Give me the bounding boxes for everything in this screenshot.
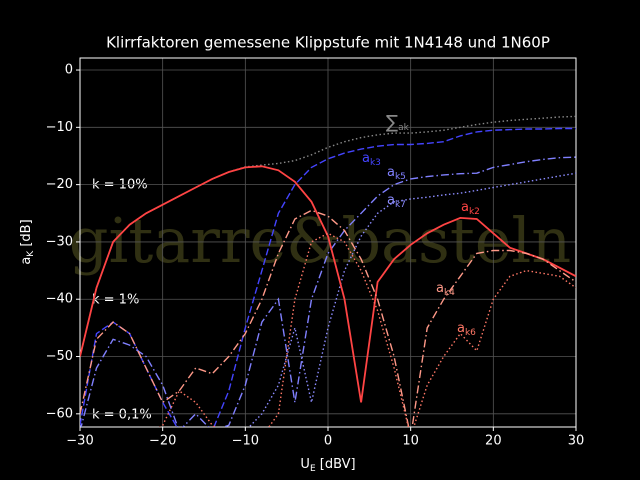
- series-label: ∑ak: [386, 112, 410, 133]
- plot-frame: [79, 57, 577, 428]
- annotation: k = 1%: [92, 293, 139, 308]
- series-label: ak5: [387, 165, 406, 182]
- series-label: ak6: [457, 321, 476, 338]
- chart-title: Klirrfaktoren gemessene Klippstufe mit 1…: [106, 34, 550, 52]
- x-tick-label: 30: [568, 434, 585, 449]
- series-label: ak2: [461, 200, 480, 217]
- x-tick-label: −30: [66, 434, 93, 449]
- y-tick-label: −40: [46, 292, 73, 307]
- series-line: [248, 172, 576, 427]
- series-line: [158, 232, 576, 427]
- y-tick-label: −20: [46, 177, 73, 192]
- series-label: ak4: [436, 281, 455, 298]
- series-label: ak3: [362, 151, 381, 168]
- y-axis-label: aK [dB]: [19, 219, 36, 264]
- y-tick-label: −60: [46, 406, 73, 421]
- x-tick-label: 20: [485, 434, 502, 449]
- x-tick-label: 0: [324, 434, 332, 449]
- annotation: k = 0,1%: [92, 408, 152, 423]
- x-tick-label: 10: [402, 434, 419, 449]
- series-line: [80, 209, 576, 427]
- series-label: ak7: [387, 193, 406, 210]
- series-line: [80, 156, 576, 427]
- y-tick-label: −30: [46, 234, 73, 249]
- plot-area: [80, 115, 576, 427]
- x-axis-label: UE [dBV]: [300, 457, 355, 474]
- y-tick-label: 0: [65, 63, 73, 78]
- y-tick-label: −50: [46, 349, 73, 364]
- watermark: gitarre&basteln: [69, 204, 571, 277]
- series-line: [80, 165, 576, 403]
- y-tick-label: −10: [46, 120, 73, 135]
- x-tick-label: −10: [232, 434, 259, 449]
- x-tick-label: −20: [149, 434, 176, 449]
